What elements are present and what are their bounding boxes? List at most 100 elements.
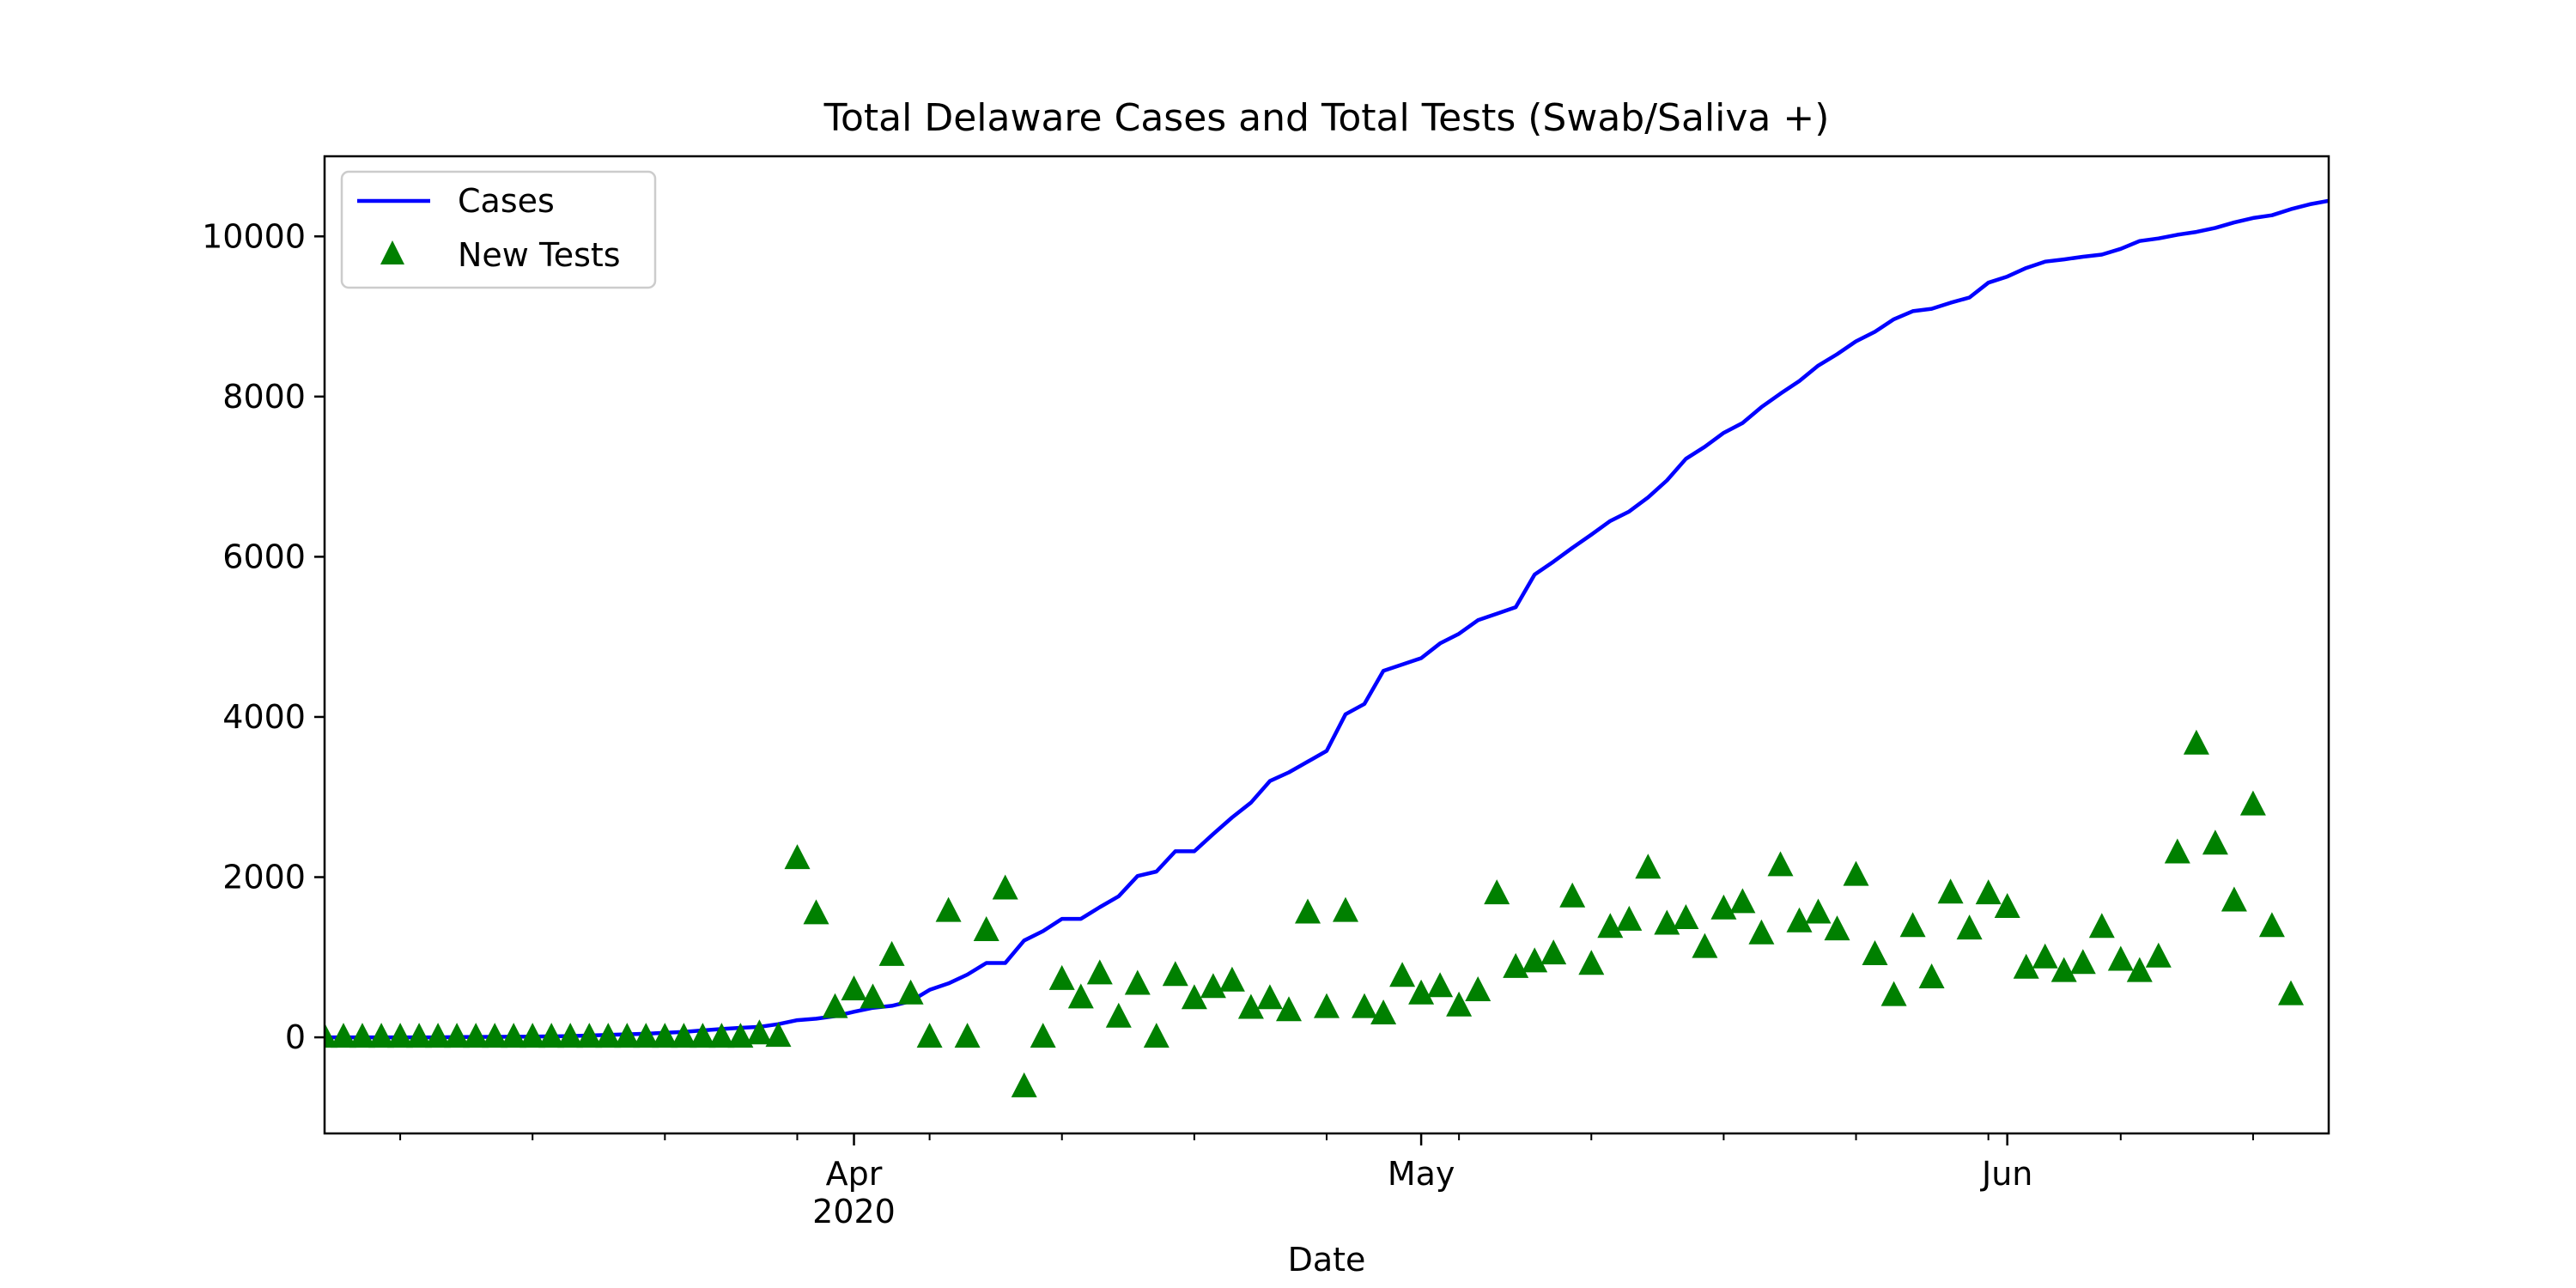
new-tests-point — [1578, 950, 1605, 975]
new-tests-point — [2183, 729, 2209, 755]
new-tests-point — [1956, 914, 1983, 940]
new-tests-point — [803, 899, 829, 925]
new-tests-point — [2107, 945, 2134, 971]
new-tests-point — [1105, 1002, 1132, 1028]
new-tests-point — [1994, 893, 2020, 918]
y-axis: 0 2000 4000 6000 8000 10000 — [202, 217, 325, 1056]
new-tests-point — [1748, 919, 1775, 945]
new-tests-point — [1880, 981, 1907, 1006]
new-tests-point — [2032, 943, 2058, 969]
new-tests-point — [1389, 962, 1416, 987]
new-tests-point — [1465, 976, 1492, 1001]
new-tests-point — [1937, 878, 1964, 904]
new-tests-point — [1124, 969, 1151, 995]
new-tests-point — [519, 1023, 546, 1048]
chart-title: Total Delaware Cases and Total Tests (Sw… — [823, 96, 1830, 140]
new-tests-point — [935, 896, 962, 922]
new-tests-point — [1692, 933, 1718, 958]
new-tests-point — [368, 1023, 395, 1048]
new-tests-point — [973, 916, 999, 941]
new-tests-point — [349, 1023, 375, 1048]
new-tests-point — [1635, 854, 1662, 879]
new-tests-point — [1918, 963, 1945, 988]
new-tests-point — [1616, 905, 1643, 931]
new-tests-point — [595, 1023, 622, 1048]
new-tests-point — [1352, 993, 1377, 1018]
new-tests-point — [822, 993, 848, 1018]
legend-new-tests-label: New Tests — [458, 236, 621, 274]
plot-area — [325, 198, 2329, 1097]
new-tests-point — [2069, 949, 2096, 975]
new-tests-point — [1218, 966, 1245, 992]
new-tests-point — [2164, 838, 2190, 864]
new-tests-point — [1540, 939, 1567, 965]
new-tests-point — [2145, 942, 2172, 968]
new-tests-point — [916, 1023, 943, 1048]
new-tests-point — [1786, 907, 1813, 933]
new-tests-point — [1370, 999, 1397, 1024]
new-tests-point — [860, 983, 886, 1009]
new-tests-point — [501, 1023, 527, 1048]
new-tests-point — [1805, 898, 1832, 924]
new-tests-point — [841, 975, 867, 1000]
new-tests-point — [1503, 952, 1529, 978]
new-tests-point — [1067, 983, 1094, 1009]
new-tests-point — [2050, 957, 2077, 982]
new-tests-point — [614, 1023, 641, 1048]
y-tick-label: 4000 — [222, 698, 306, 736]
new-tests-point — [1559, 882, 1586, 908]
new-tests-point — [444, 1023, 471, 1048]
new-tests-point — [2239, 790, 2266, 816]
new-tests-point — [1276, 996, 1302, 1022]
new-tests-point — [992, 874, 1018, 900]
new-tests-point — [1200, 973, 1226, 999]
new-tests-point — [1408, 979, 1435, 1005]
new-tests-point — [1975, 879, 2002, 905]
new-tests-point — [1048, 964, 1075, 990]
new-tests-point — [1295, 898, 1321, 924]
new-tests-point — [708, 1023, 735, 1048]
new-tests-point — [1427, 972, 1454, 998]
y-tick-label: 8000 — [222, 378, 306, 416]
new-tests-point — [1333, 896, 1358, 922]
new-tests-point — [1446, 991, 1473, 1017]
new-tests-point — [633, 1023, 659, 1048]
new-tests-point — [406, 1023, 433, 1048]
new-tests-point — [2258, 912, 2285, 938]
new-tests-point — [425, 1023, 452, 1048]
new-tests-point — [482, 1023, 508, 1048]
new-tests-point — [1729, 888, 1756, 914]
new-tests-point — [897, 979, 924, 1005]
new-tests-point — [671, 1023, 697, 1048]
new-tests-point — [1484, 879, 1510, 905]
x-tick-label: May — [1388, 1155, 1455, 1193]
new-tests-point — [1767, 851, 1794, 877]
new-tests-point — [557, 1023, 584, 1048]
cases-line — [325, 198, 2329, 1040]
legend-cases-label: Cases — [458, 182, 555, 220]
x-tick-label: Jun — [1980, 1155, 2032, 1193]
plot-series — [325, 198, 2329, 1097]
y-tick-label: 10000 — [202, 217, 306, 255]
new-tests-point — [1237, 993, 1264, 1019]
new-tests-point — [463, 1023, 489, 1048]
new-tests-point — [746, 1019, 773, 1045]
new-tests-point — [331, 1023, 356, 1048]
new-tests-point — [1710, 894, 1737, 920]
y-tick-label: 2000 — [222, 859, 306, 896]
x-tick-sublabel: 2020 — [812, 1193, 896, 1230]
new-tests-point — [1086, 959, 1113, 985]
new-tests-point — [2221, 886, 2247, 912]
new-tests-point — [576, 1023, 603, 1048]
x-axis-label: Date — [1288, 1241, 1366, 1279]
new-tests-point — [1181, 984, 1207, 1010]
x-tick-label: Apr — [826, 1155, 883, 1193]
new-tests-point — [1597, 913, 1624, 939]
new-tests-point — [784, 844, 811, 870]
new-tests-point — [690, 1023, 716, 1048]
new-tests-point — [2013, 953, 2039, 979]
legend-new-tests-marker — [380, 240, 404, 264]
new-tests-point — [1162, 961, 1188, 987]
